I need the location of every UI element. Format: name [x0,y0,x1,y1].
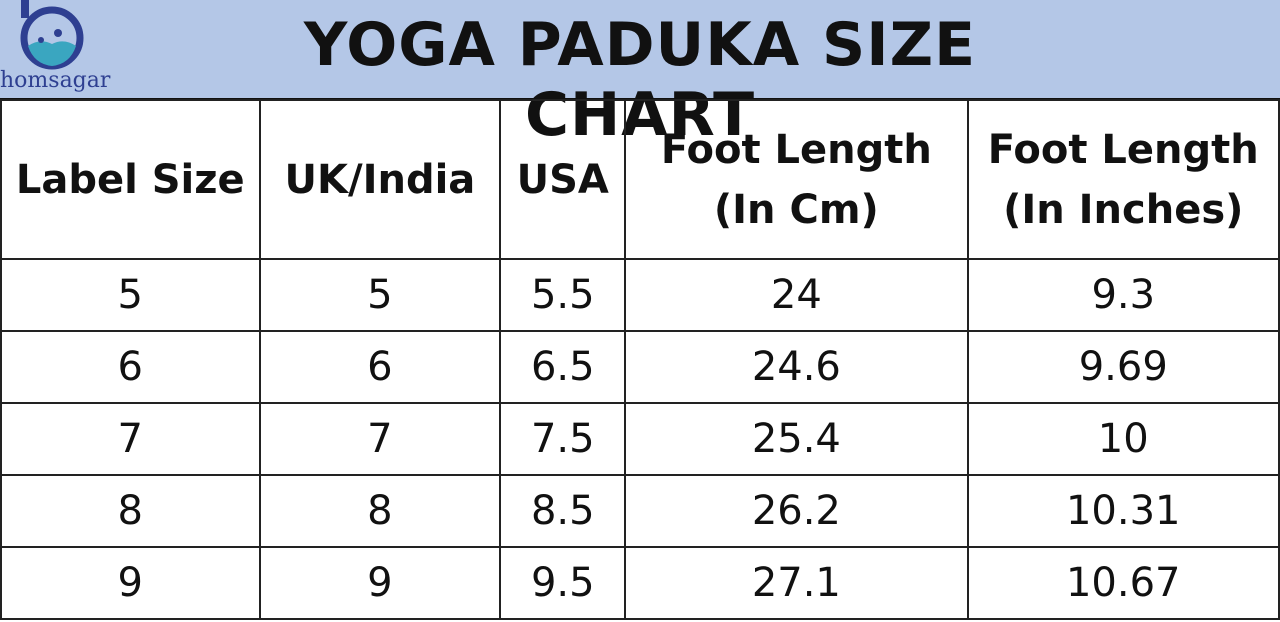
table-cell: 10.67 [966,546,1280,620]
column-header: UK/India [258,99,502,260]
column-header-text: (In Inches) [1003,186,1244,233]
column-header: USA [499,99,627,260]
header-row: Label Size UK/India USA Foot Length (In Cm) F… [0,99,1280,260]
title-banner: homsagar YOGA PADUKA SIZE CHART [0,0,1280,150]
table-cell: 9 [258,546,502,620]
table-cell: 8 [258,474,502,548]
column-header-text: UK/India [284,156,476,203]
table-cell: 10 [966,402,1280,476]
table-cell: 24 [624,258,969,332]
size-table: Label Size UK/India USA Foot Length (In Cm) F… [0,99,1280,620]
table-row: 8 8 8.5 26.2 10.31 [0,474,1280,548]
table-cell: 6.5 [499,330,627,404]
column-header-text: (In Cm) [713,186,879,233]
table-cell: 27.1 [624,546,969,620]
column-header-text: USA [516,156,609,203]
column-header: Label Size [0,99,261,260]
table-row: 9 9 9.5 27.1 10.67 [0,546,1280,620]
table-cell: 6 [0,330,261,404]
column-header-text: Label Size [15,156,245,203]
table-row: 6 6 6.5 24.6 9.69 [0,330,1280,404]
homsagar-logo: homsagar [0,0,115,100]
table-cell: 24.6 [624,330,969,404]
table-cell: 7.5 [499,402,627,476]
table-cell: 26.2 [624,474,969,548]
table-cell: 9.5 [499,546,627,620]
table-cell: 9.3 [966,258,1280,332]
table-cell: 25.4 [624,402,969,476]
table-cell: 5 [0,258,261,332]
column-header-text: Foot Length [987,126,1259,173]
table-row: 5 5 5.5 24 9.3 [0,258,1280,332]
table-cell: 10.31 [966,474,1280,548]
logo-icon [20,0,84,70]
table-cell: 5 [258,258,502,332]
column-header-text: Foot Length [660,126,932,173]
table-cell: 5.5 [499,258,627,332]
table-row: 7 7 7.5 25.4 10 [0,402,1280,476]
table-cell: 9.69 [966,330,1280,404]
table-cell: 7 [0,402,261,476]
table-cell: 6 [258,330,502,404]
column-header: Foot Length (In Cm) [624,99,969,260]
column-header: Foot Length (In Inches) [966,99,1280,260]
table-cell: 7 [258,402,502,476]
table-cell: 8.5 [499,474,627,548]
logo-text: homsagar [0,68,111,93]
table-cell: 8 [0,474,261,548]
table-cell: 9 [0,546,261,620]
